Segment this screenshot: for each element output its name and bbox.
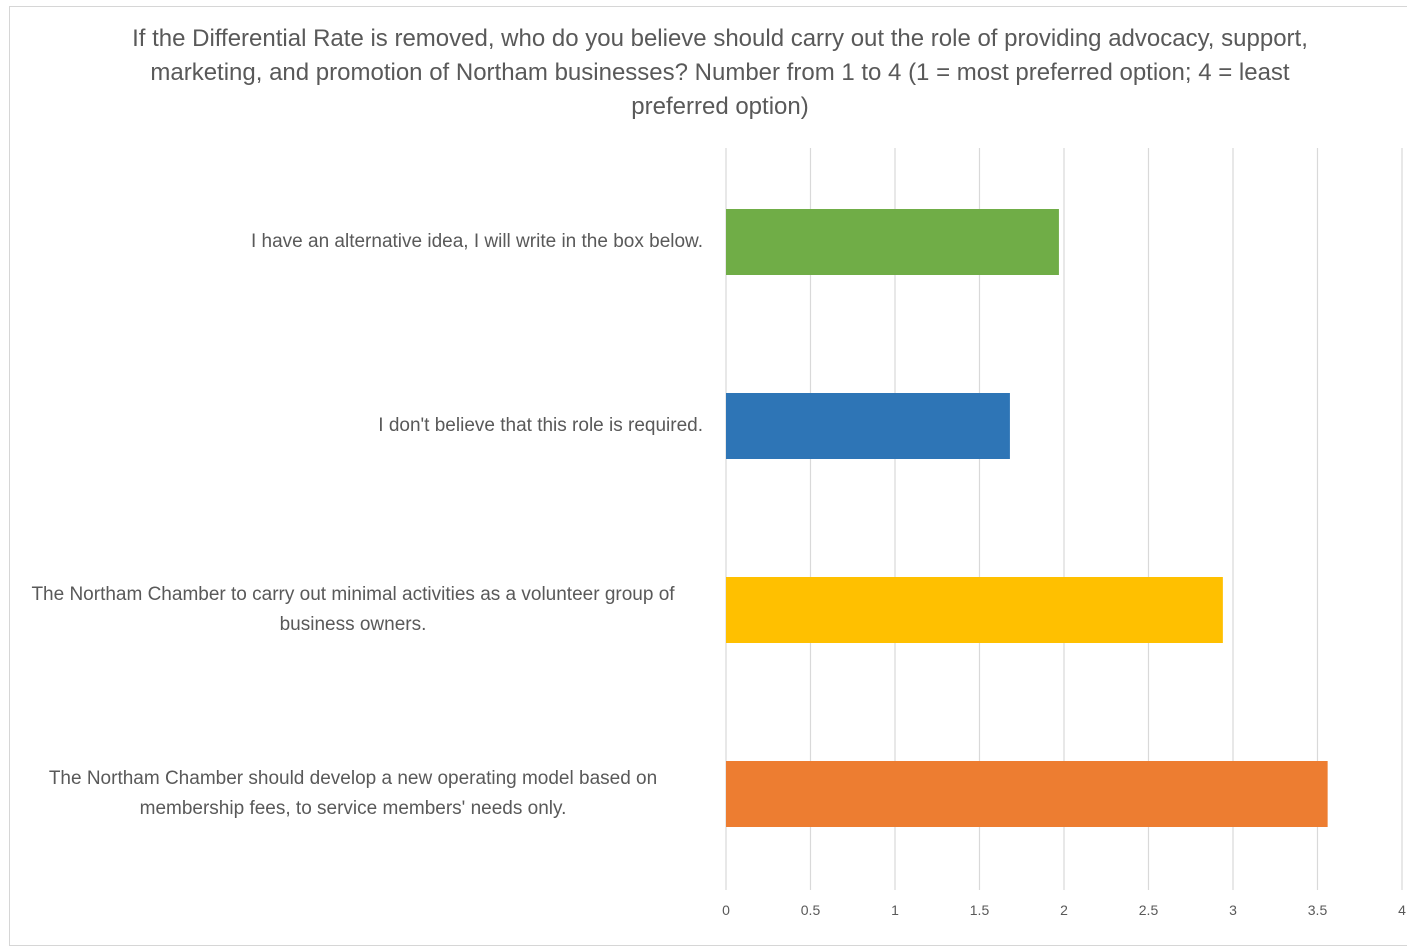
x-tick-label: 3 bbox=[1229, 902, 1237, 918]
x-tick-label: 2 bbox=[1060, 902, 1068, 918]
category-label: I don't believe that this role is requir… bbox=[378, 415, 703, 436]
x-tick-label: 1 bbox=[891, 902, 899, 918]
x-tick-label: 3.5 bbox=[1308, 902, 1328, 918]
x-tick-label: 0 bbox=[722, 902, 730, 918]
chart-title: If the Differential Rate is removed, who… bbox=[132, 25, 1308, 120]
x-tick-label: 4 bbox=[1398, 902, 1406, 918]
category-label: I have an alternative idea, I will write… bbox=[250, 231, 703, 252]
bar-0 bbox=[726, 209, 1059, 275]
bar-3 bbox=[726, 761, 1328, 827]
x-tick-label: 1.5 bbox=[970, 902, 990, 918]
x-tick-label: 2.5 bbox=[1139, 902, 1159, 918]
x-tick-label: 0.5 bbox=[801, 902, 821, 918]
category-label: The Northam Chamber should develop a new… bbox=[48, 768, 658, 819]
bar-1 bbox=[726, 393, 1010, 459]
category-label: The Northam Chamber to carry out minimal… bbox=[31, 584, 675, 635]
bar-2 bbox=[726, 577, 1223, 643]
